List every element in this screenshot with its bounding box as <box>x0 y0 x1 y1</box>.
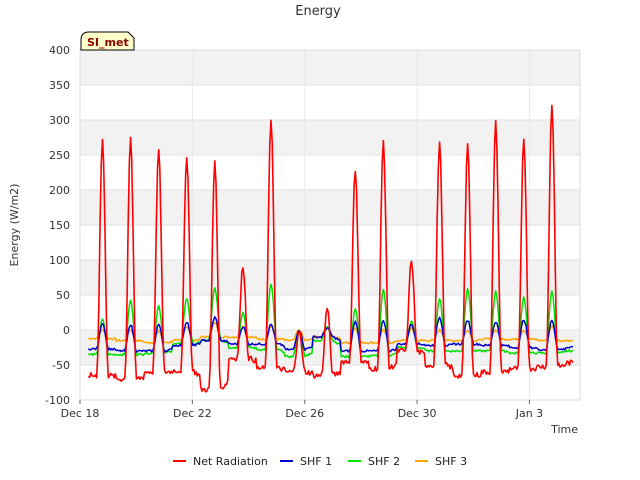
y-tick-label: 400 <box>49 44 70 57</box>
y-tick-label: -50 <box>52 359 70 372</box>
site-label-text: SI_met <box>87 36 129 49</box>
legend: Net Radiation SHF 1 SHF 2 SHF 3 <box>173 455 467 468</box>
series-line-net-radiation <box>87 104 574 393</box>
site-label-badge: SI_met <box>80 31 135 51</box>
legend-label-shf-1: SHF 1 <box>300 455 332 468</box>
y-tick-label: 0 <box>63 324 70 337</box>
x-tick-label: Jan 3 <box>515 407 543 420</box>
grid-bands <box>80 50 580 365</box>
legend-label-net-radiation: Net Radiation <box>193 455 268 468</box>
plot-frame <box>79 49 581 401</box>
chart-title: Energy <box>295 4 341 19</box>
y-tick-label: 350 <box>49 79 70 92</box>
x-tick-label: Dec 22 <box>173 407 212 420</box>
y-tick-label: 50 <box>56 289 70 302</box>
y-tick-label: 300 <box>49 114 70 127</box>
grid-band <box>80 260 580 295</box>
legend-label-shf-2: SHF 2 <box>368 455 400 468</box>
legend-label-shf-3: SHF 3 <box>435 455 467 468</box>
y-tick-label: -100 <box>45 394 70 407</box>
grid-band <box>80 190 580 225</box>
series-line-shf-1 <box>87 316 574 353</box>
x-tick-label: Dec 30 <box>398 407 437 420</box>
grid-band <box>80 50 580 85</box>
series-layer <box>87 104 574 393</box>
grid-band <box>80 120 580 155</box>
y-tick-label: 100 <box>49 254 70 267</box>
y-axis-ticks: -100 -50 0 50 100 150 200 250 300 350 400 <box>45 44 70 407</box>
y-tick-label: 250 <box>49 149 70 162</box>
x-tick-label: Dec 18 <box>61 407 100 420</box>
x-axis-label: Time <box>550 423 578 436</box>
y-tick-label: 150 <box>49 219 70 232</box>
site-label-box <box>80 31 135 51</box>
y-axis-label: Energy (W/m2) <box>8 184 21 267</box>
x-tick-label: Dec 26 <box>285 407 324 420</box>
y-tick-label: 200 <box>49 184 70 197</box>
x-axis-ticks: Dec 18 Dec 22 Dec 26 Dec 30 Jan 3 <box>61 400 543 420</box>
